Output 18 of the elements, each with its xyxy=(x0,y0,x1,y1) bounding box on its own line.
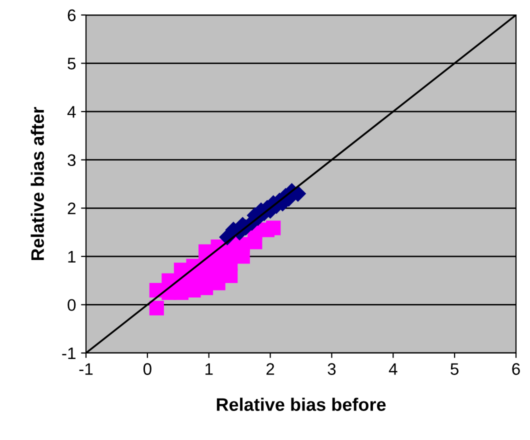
y-axis-title: Relative bias after xyxy=(30,106,44,260)
x-tick-label: 3 xyxy=(328,363,336,375)
y-tick-label: 0 xyxy=(68,299,76,311)
y-tick-label: 1 xyxy=(68,251,76,262)
x-tick-label: 1 xyxy=(205,363,213,375)
y-tick-label: 5 xyxy=(68,58,76,70)
x-tick-label: -1 xyxy=(79,363,93,375)
y-tick-label: 6 xyxy=(68,9,76,22)
x-tick-label: 0 xyxy=(143,363,152,375)
x-tick-label: 4 xyxy=(388,363,398,375)
y-tick-label: 4 xyxy=(67,106,76,118)
y-tick-label: -1 xyxy=(62,348,76,360)
x-tick-label: 5 xyxy=(450,363,459,375)
x-tick-label: 6 xyxy=(512,363,520,375)
y-tick-label: 3 xyxy=(68,154,76,166)
x-tick-label: 2 xyxy=(266,363,274,375)
y-tick-label: 2 xyxy=(68,202,76,214)
x-axis-title: Relative bias before xyxy=(216,398,386,411)
